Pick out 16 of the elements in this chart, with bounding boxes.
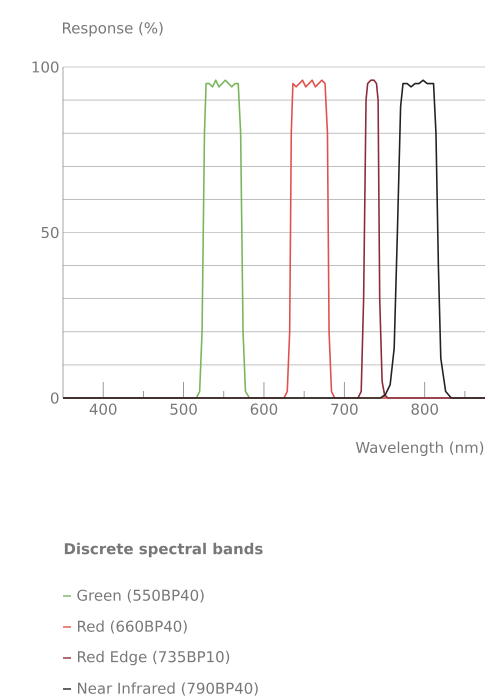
legend-label: Near Infrared (790BP40) — [78, 682, 258, 696]
y-tick-label: 50 — [42, 226, 58, 238]
x-tick-label: 800 — [411, 404, 438, 415]
y-axis-title: Response (%) — [62, 22, 163, 36]
legend-label: Green (550BP40) — [77, 589, 204, 603]
x-tick-label: 700 — [331, 404, 358, 415]
x-tick-label: 500 — [170, 404, 197, 415]
x-axis-title: Wavelength (nm) — [356, 442, 484, 456]
legend-label: Red (660BP40) — [78, 620, 187, 634]
x-tick-label: 400 — [90, 404, 116, 415]
legend-label: Red Edge (735BP10) — [78, 650, 230, 666]
x-tick-label: 600 — [250, 404, 278, 415]
y-tick-label: 0 — [50, 392, 58, 404]
y-tick-label: 100 — [32, 61, 58, 73]
legend-title: Discrete spectral bands — [64, 542, 263, 558]
line-series — [62, 79, 486, 399]
